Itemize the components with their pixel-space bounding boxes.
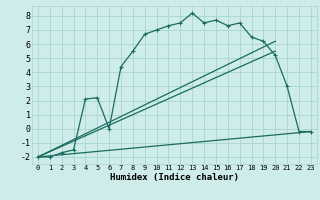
X-axis label: Humidex (Indice chaleur): Humidex (Indice chaleur) — [110, 173, 239, 182]
